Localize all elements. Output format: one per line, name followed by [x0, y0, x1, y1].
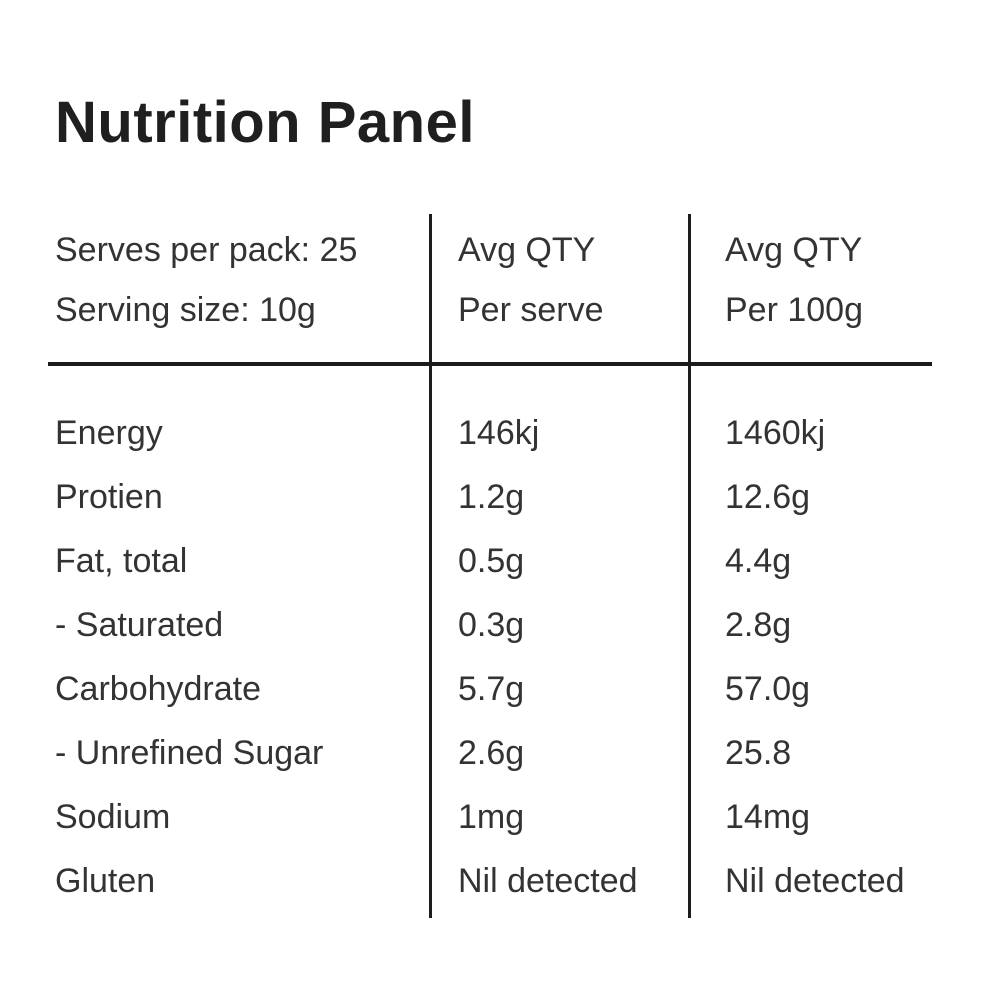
row-per-100g-value: 12.6g [725, 477, 811, 516]
page-title: Nutrition Panel [55, 90, 475, 155]
row-per-100g-value: 57.0g [725, 669, 811, 708]
table-row: Carbohydrate 5.7g 57.0g [48, 657, 932, 721]
row-label: Fat, total [55, 541, 188, 580]
row-label: Carbohydrate [55, 669, 262, 708]
serves-per-pack-text: Serves per pack: 25 [55, 230, 358, 269]
table-row: Energy 146kj 1460kj [48, 401, 932, 465]
per-serve-title: Avg QTY [458, 230, 596, 269]
table-row: Sodium 1mg 14mg [48, 785, 932, 849]
row-label: Energy [55, 413, 163, 452]
row-label: Gluten [55, 861, 156, 900]
row-label: - Saturated [55, 605, 224, 644]
row-per-serve-value: 5.7g [458, 669, 525, 708]
per-serve-subtitle: Per serve [458, 290, 604, 329]
row-per-serve-value: 0.3g [458, 605, 525, 644]
table-row: Fat, total 0.5g 4.4g [48, 529, 932, 593]
row-label: Sodium [55, 797, 171, 836]
table-row: Protien 1.2g 12.6g [48, 465, 932, 529]
header-cell-serving-info: Serves per pack: 25 Serving size: 10g [48, 214, 429, 362]
column-divider-right [688, 214, 691, 918]
row-per-100g-value: Nil detected [725, 861, 905, 900]
table-header: Serves per pack: 25 Serving size: 10g Av… [48, 214, 932, 362]
row-per-serve-value: 1.2g [458, 477, 525, 516]
header-divider-rule [48, 362, 932, 366]
table-body: Energy 146kj 1460kj Protien 1.2g 12.6g F… [48, 366, 932, 913]
row-per-100g-value: 25.8 [725, 733, 792, 772]
table-row: - Saturated 0.3g 2.8g [48, 593, 932, 657]
row-per-serve-value: 146kj [458, 413, 540, 452]
row-per-serve-value: 2.6g [458, 733, 525, 772]
nutrition-table: Serves per pack: 25 Serving size: 10g Av… [48, 214, 932, 918]
table-row: Gluten Nil detected Nil detected [48, 849, 932, 913]
row-label: Protien [55, 477, 163, 516]
row-per-100g-value: 2.8g [725, 605, 792, 644]
per-100g-title: Avg QTY [725, 230, 863, 269]
row-per-100g-value: 4.4g [725, 541, 792, 580]
row-per-100g-value: 14mg [725, 797, 811, 836]
serving-size-text: Serving size: 10g [55, 290, 316, 329]
table-row: - Unrefined Sugar 2.6g 25.8 [48, 721, 932, 785]
column-divider-left [429, 214, 432, 918]
per-100g-subtitle: Per 100g [725, 290, 863, 329]
row-per-100g-value: 1460kj [725, 413, 826, 452]
header-cell-per-100g: Avg QTY Per 100g [688, 214, 932, 362]
row-per-serve-value: Nil detected [458, 861, 638, 900]
header-cell-per-serve: Avg QTY Per serve [429, 214, 688, 362]
row-per-serve-value: 0.5g [458, 541, 525, 580]
row-per-serve-value: 1mg [458, 797, 525, 836]
row-label: - Unrefined Sugar [55, 733, 324, 772]
